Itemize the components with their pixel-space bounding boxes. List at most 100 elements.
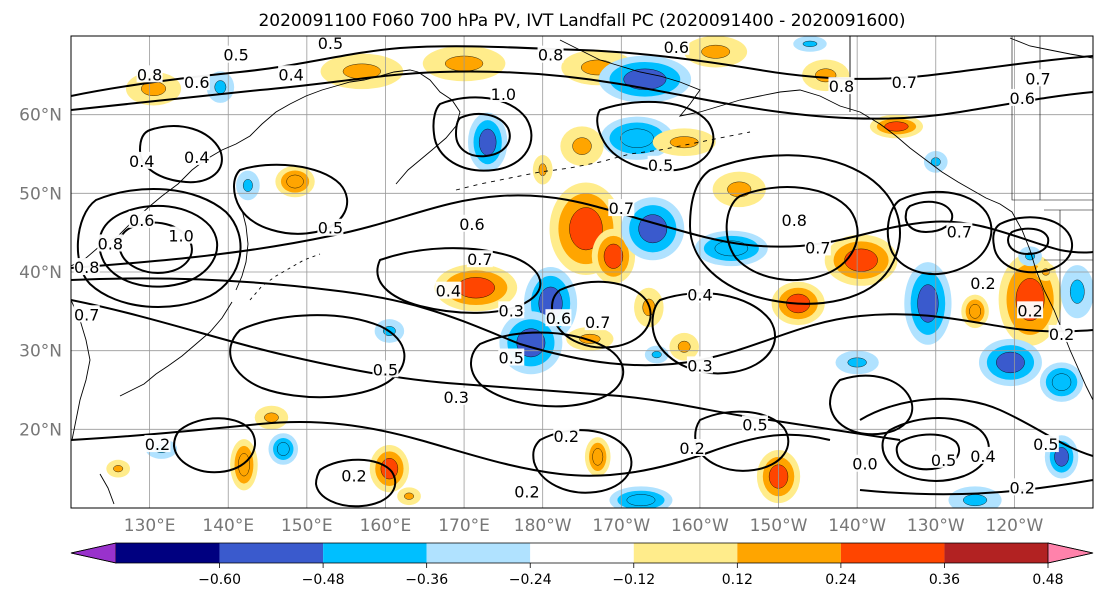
contour-label-backing — [136, 65, 163, 83]
contour-label: 0.2 — [145, 435, 170, 454]
taiwan-coastline — [99, 473, 115, 505]
contour-label: 0.2 — [1049, 325, 1074, 344]
contour-line-0-6-mid — [71, 194, 1093, 269]
contour-label-backing — [969, 273, 996, 291]
lon-tick-label: 140°E — [202, 516, 254, 536]
lon-tick-label: 130°W — [907, 516, 965, 536]
contour-label-backing — [969, 446, 996, 464]
anomaly-blob — [598, 55, 692, 103]
anomaly-blob-core — [1054, 447, 1069, 467]
contour-label: 0.6 — [459, 215, 484, 234]
contour-line-0-6-north — [71, 45, 1093, 97]
contour-ring-0-6-north — [432, 96, 533, 172]
contour-ring-0-5-central — [229, 314, 406, 399]
contour-label-backing — [1048, 324, 1075, 342]
anomaly-blob — [621, 197, 685, 261]
lon-tick-label: 150°W — [750, 516, 808, 536]
anomaly-blob-core — [963, 494, 988, 506]
contour-label: 0.0 — [852, 455, 877, 474]
anomaly-blob-core — [669, 136, 699, 149]
contour-label: 0.6 — [664, 38, 689, 57]
contour-label-backing — [278, 65, 305, 83]
pv-contours — [71, 45, 1093, 508]
contour-label: 0.7 — [947, 223, 972, 242]
contour-label: 0.3 — [443, 388, 468, 407]
contour-ring-0-2-southwest — [172, 417, 256, 474]
contour-label: 0.8 — [74, 258, 99, 277]
contour-label: 0.4 — [129, 152, 154, 171]
contour-label-backing — [891, 73, 918, 91]
anomaly-blob — [644, 345, 669, 364]
colorbar-tick-label: 0.36 — [929, 572, 960, 588]
anomaly-blob-core — [276, 442, 290, 456]
anomaly-blob-core — [569, 207, 603, 251]
contour-label: 0.3 — [499, 301, 524, 320]
anomaly-blob — [268, 433, 299, 465]
contour-ring-0-8-northeast — [904, 200, 954, 234]
contour-labels: 0.60.80.8 0.70.60.71.00.40.60.80.50.50.4 0… — [73, 34, 1075, 501]
contour-line-0-3 — [71, 299, 901, 441]
anomaly-blob — [275, 165, 315, 198]
contour-ring-0-5-west-central — [233, 163, 349, 235]
colorbar-segment — [840, 543, 945, 563]
colorbar-tick-label: 0.24 — [825, 572, 856, 588]
anomaly-blob-core — [1051, 373, 1072, 391]
contour-label-backing — [458, 214, 485, 232]
colorbar-segment — [530, 543, 634, 563]
contour-line-0-4-mid — [71, 277, 1093, 367]
anomaly-blob-core — [884, 121, 909, 132]
contour-label-backing — [1009, 88, 1036, 106]
colorbar-tick-label: 0.48 — [1032, 572, 1063, 588]
contour-label-backing — [128, 151, 155, 169]
contour-line-0-4-southeast — [859, 397, 1093, 457]
arctic-coastline — [1009, 37, 1093, 59]
contour-label: 0.4 — [184, 148, 209, 167]
contour-label-backing — [73, 258, 100, 276]
anomaly-blob-core — [623, 68, 667, 90]
contour-label: 0.3 — [687, 356, 712, 375]
contour-label-backing — [686, 285, 713, 303]
contour-label-backing — [1024, 69, 1051, 87]
contour-ring-1-0-north — [454, 112, 511, 158]
contour-label-backing — [223, 45, 250, 63]
anomaly-blob — [206, 71, 235, 103]
contour-label-backing — [1032, 435, 1059, 453]
anomaly-blob-core — [456, 277, 495, 299]
contour-label-backing — [435, 281, 462, 299]
contour-label: 0.7 — [1025, 69, 1050, 88]
colorbar-segment — [737, 543, 841, 563]
contour-line-0-7-north — [71, 70, 1093, 120]
lon-tick-label: 120°W — [986, 516, 1044, 536]
contour-ring-0-7-northeast — [886, 190, 993, 275]
contour-ring-0-5-north-central — [596, 100, 715, 172]
anomaly-blob-core — [572, 137, 592, 155]
contour-label: 1.0 — [491, 85, 516, 104]
colorbar-tick-label: 0.12 — [722, 572, 753, 588]
contour-label-backing — [741, 415, 768, 433]
anomaly-blob-core — [701, 44, 730, 59]
anomaly-blob — [320, 53, 404, 90]
contour-label: 0.8 — [137, 65, 162, 84]
colorbar-segment — [633, 543, 738, 563]
contour-ring-0-5-southeast — [881, 417, 990, 482]
anomaly-blob — [236, 170, 260, 201]
anomaly-blob-core — [626, 494, 656, 506]
lon-tick-label: 170°W — [592, 516, 650, 536]
lat-tick-label: 50°N — [19, 184, 62, 204]
contour-label-backing — [498, 348, 525, 366]
anomaly-blob-core — [242, 179, 253, 192]
contour-label-backing — [97, 234, 124, 252]
contour-ring-0-4-central — [376, 247, 542, 314]
anomaly-blob-core — [996, 351, 1025, 374]
contour-label: 0.2 — [1010, 478, 1035, 497]
contour-label: 0.5 — [373, 360, 398, 379]
contour-label: 0.5 — [318, 34, 343, 53]
contour-label: 0.2 — [1017, 301, 1042, 320]
contour-label-backing — [73, 305, 100, 323]
anomaly-blob-core — [651, 351, 662, 359]
contour-label: 0.2 — [514, 482, 539, 501]
contour-label-backing — [1017, 301, 1044, 319]
contour-label: 0.5 — [742, 415, 767, 434]
anomaly-blob — [609, 486, 673, 508]
contour-label: 0.2 — [970, 274, 995, 293]
